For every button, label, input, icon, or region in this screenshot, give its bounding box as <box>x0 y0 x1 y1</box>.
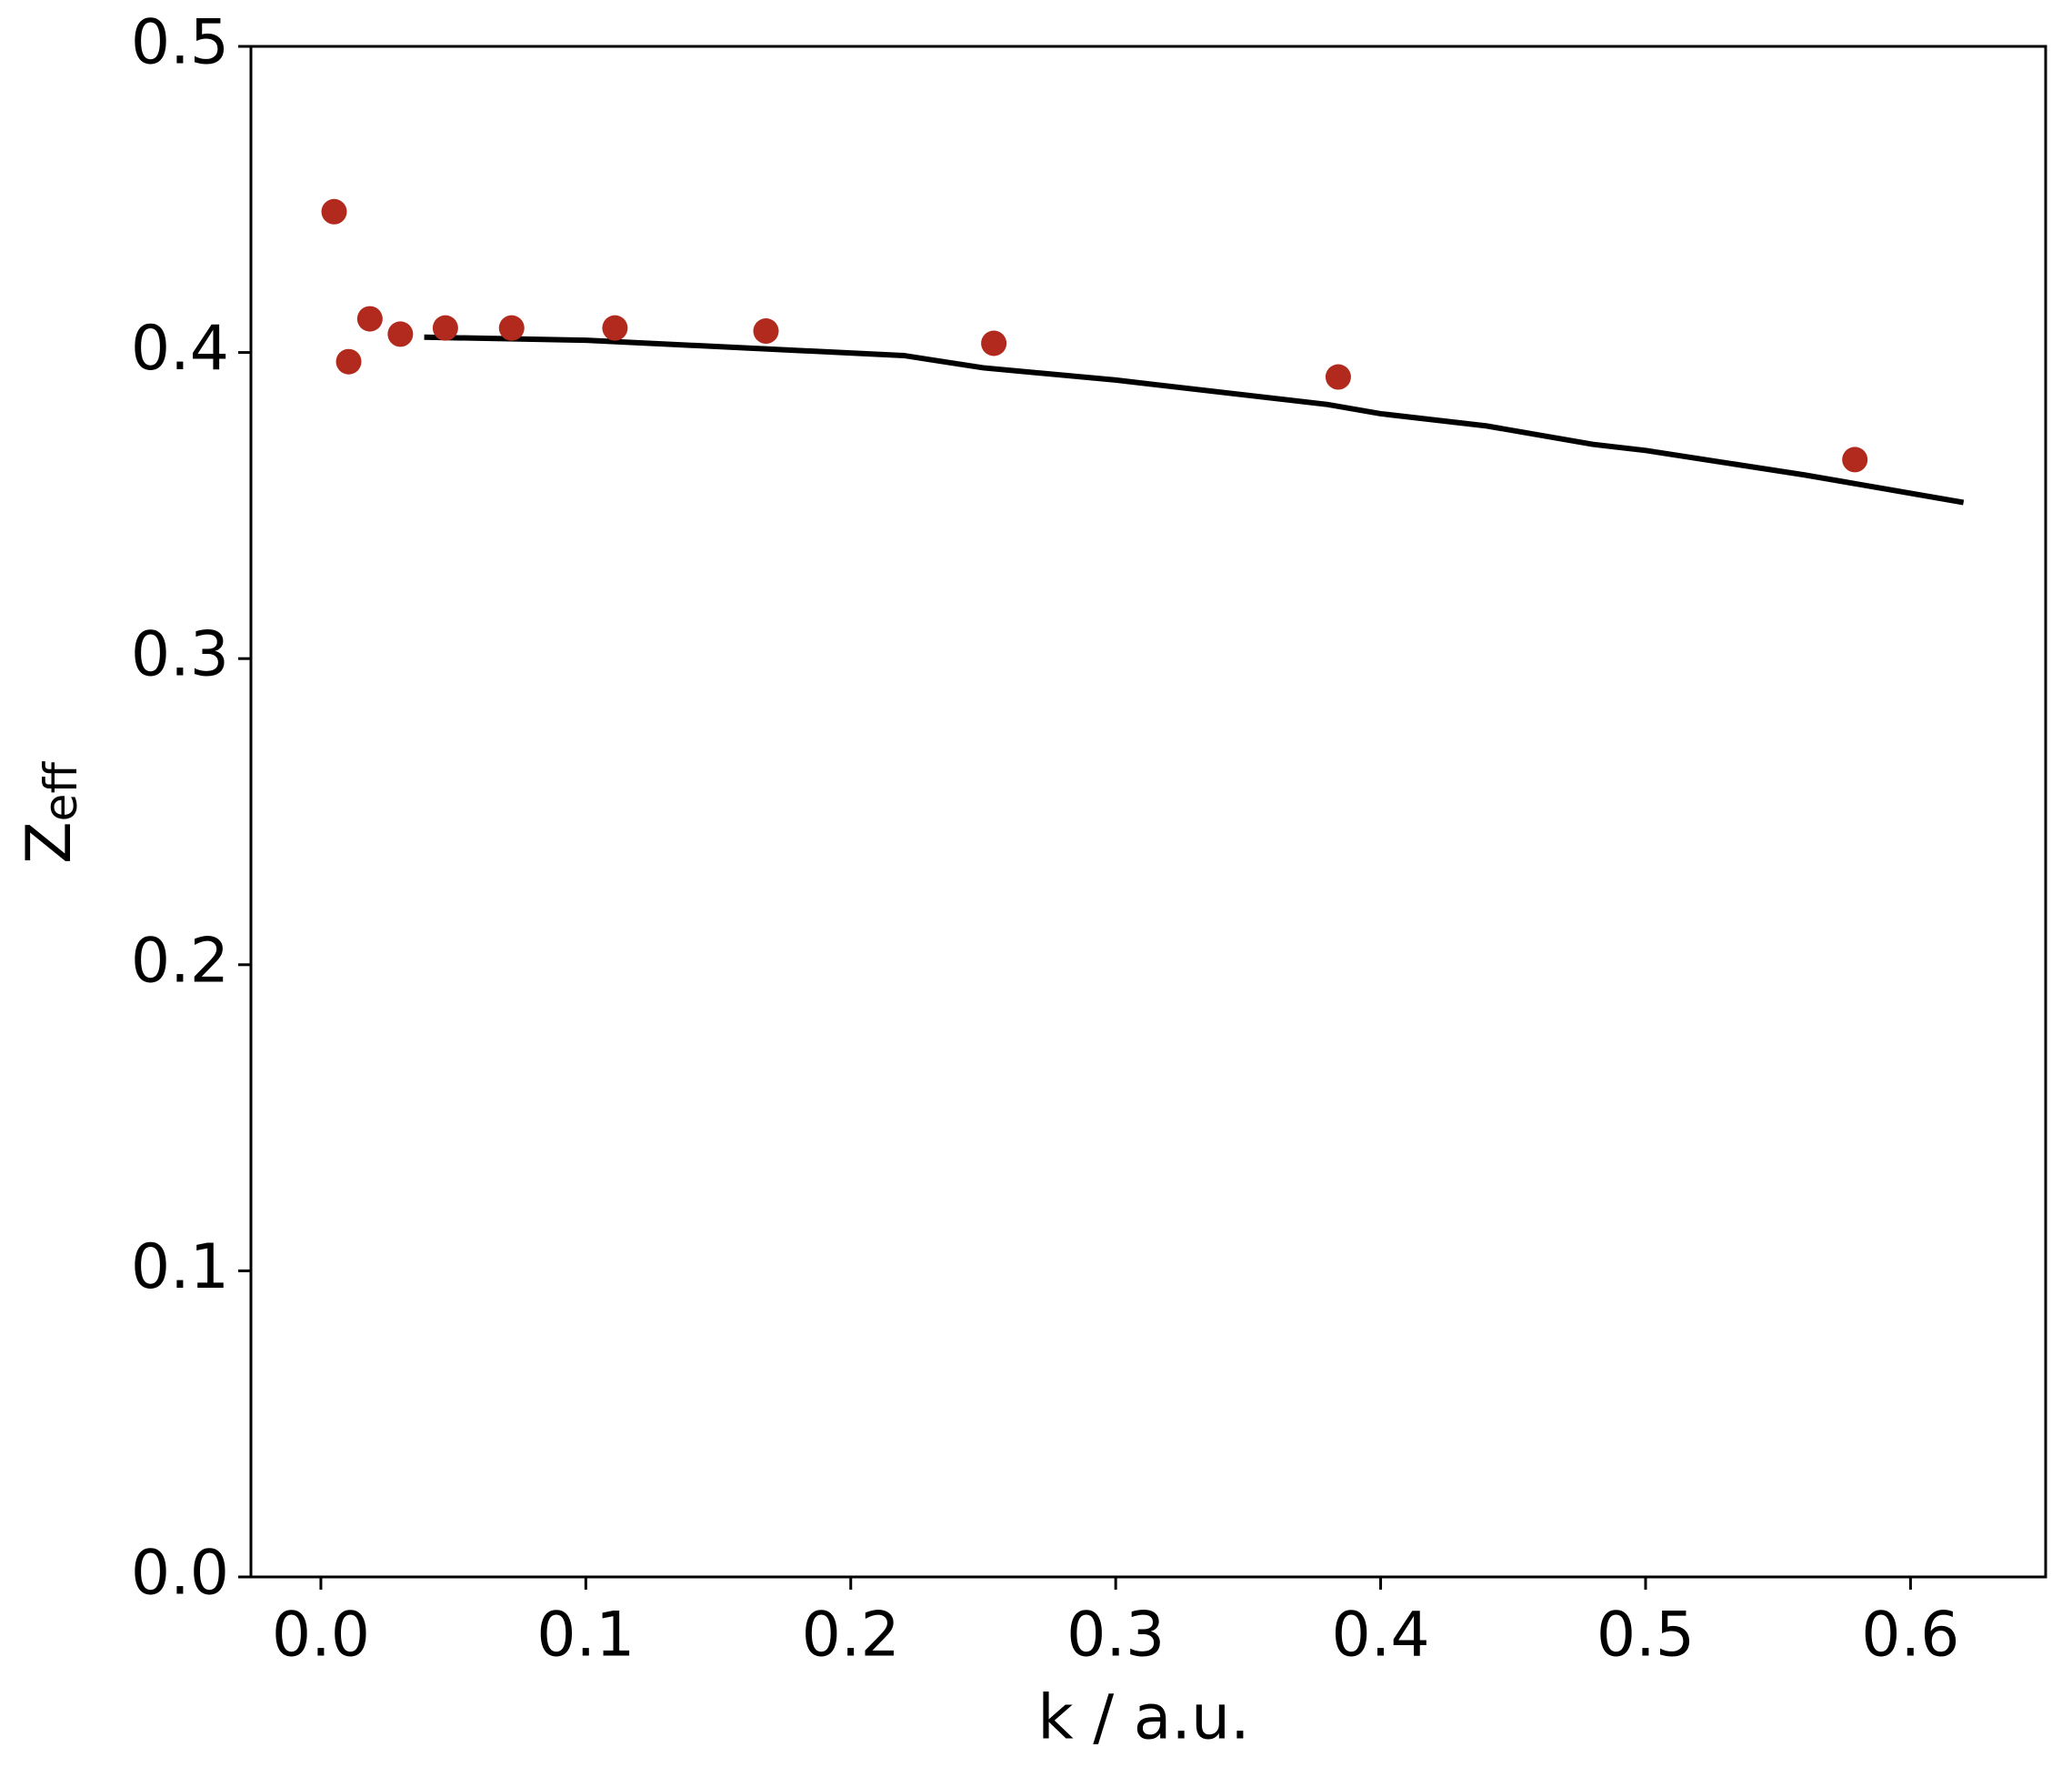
point <box>387 321 414 347</box>
x-tick-label: 0.3 <box>1066 1600 1165 1672</box>
y-tick-label: 0.1 <box>131 1231 229 1303</box>
x-tick-label: 0.6 <box>1861 1600 1959 1672</box>
point <box>356 306 383 332</box>
point <box>981 330 1007 356</box>
x-tick-label: 0.1 <box>536 1600 635 1672</box>
y-tick-label: 0.3 <box>131 619 229 691</box>
y-tick-label: 0.5 <box>131 7 229 79</box>
point <box>753 318 779 345</box>
x-tick-label: 0.5 <box>1597 1600 1695 1672</box>
y-tick-label: 0.0 <box>131 1538 229 1610</box>
y-tick-label: 0.4 <box>131 313 229 385</box>
x-axis-label: k / a.u. <box>1037 1682 1250 1754</box>
point <box>1842 447 1868 473</box>
point <box>1325 364 1351 390</box>
point <box>432 315 458 341</box>
plot-frame <box>249 45 2047 1579</box>
line <box>424 334 1965 506</box>
point <box>602 315 628 341</box>
x-tick-label: 0.4 <box>1331 1600 1429 1672</box>
y-tick-label: 0.2 <box>131 925 229 997</box>
point <box>335 348 362 375</box>
y-axis-label-sub: eff <box>35 761 87 822</box>
x-tick-label: 0.0 <box>272 1600 370 1672</box>
point <box>321 198 347 225</box>
point <box>498 315 525 341</box>
x-tick-label: 0.2 <box>802 1600 900 1672</box>
y-axis-label: Zeff <box>14 761 87 864</box>
y-axis-label-main: Z <box>14 821 85 864</box>
